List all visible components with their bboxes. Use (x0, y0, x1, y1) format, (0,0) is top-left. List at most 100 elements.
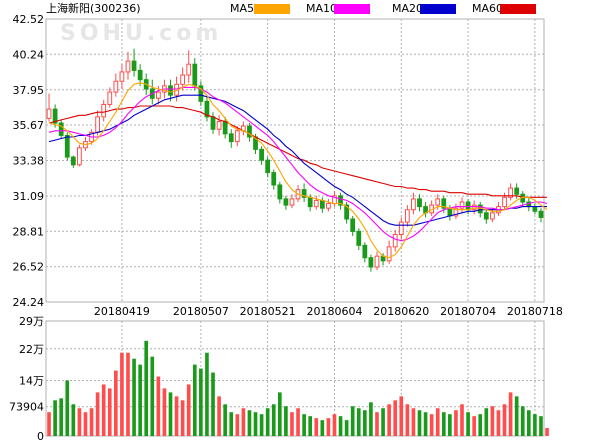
candle-down (259, 148, 264, 161)
volume-bar (363, 410, 367, 436)
volume-bar (417, 410, 422, 436)
candle-down (538, 210, 544, 218)
volume-bar (277, 392, 282, 436)
candle-down (514, 187, 520, 195)
volume-bar (174, 396, 179, 436)
volume-panel-frame (45, 320, 545, 437)
date-tick-label: 20180507 (173, 305, 229, 318)
candle-down (483, 212, 489, 220)
candle-down (247, 125, 252, 138)
volume-bar (375, 412, 379, 436)
volume-bar (259, 414, 264, 436)
chart-title: 上海新阳(300236) (46, 1, 141, 15)
moving-average-lines (48, 82, 548, 259)
candle-up (77, 147, 82, 166)
ma5-line (48, 82, 548, 259)
volume-bar (405, 404, 410, 436)
ma20-line (48, 94, 547, 226)
price-tick-label: 31.09 (13, 190, 45, 203)
price-tick-label: 26.52 (13, 261, 45, 274)
volume-bar (508, 392, 513, 436)
volume-bar (59, 398, 64, 436)
volume-bar (490, 406, 495, 436)
volume-tick-label: 29万 (19, 315, 44, 328)
candle-up (107, 91, 113, 105)
volume-bar (235, 414, 240, 436)
candlestick-series (46, 48, 544, 272)
legend: MA5 MA10 MA20 MA60 (230, 2, 536, 15)
volume-bar (381, 408, 385, 436)
volume-bar (514, 396, 519, 436)
candle-down (52, 108, 58, 124)
volume-bar (466, 412, 470, 436)
candle-down (283, 198, 289, 206)
candle-down (64, 134, 70, 158)
legend-swatch-ma60 (500, 4, 536, 14)
candle-down (277, 184, 283, 200)
volume-bar (205, 352, 209, 436)
volume-bar (533, 414, 537, 436)
volume-bar (83, 412, 88, 436)
candle-up (95, 116, 101, 133)
volume-bar (356, 408, 361, 436)
candle-up (398, 221, 404, 236)
candle-up (459, 201, 465, 209)
volume-bar (192, 364, 197, 436)
candle-up (411, 198, 416, 211)
volume-bar (107, 388, 112, 436)
volume-bar (53, 400, 57, 436)
price-axis: 42.52 40.24 37.95 35.67 33.38 31.09 28.81 26.52… (13, 13, 45, 309)
ma60-line (48, 105, 547, 198)
candle-up (125, 60, 131, 73)
volume-bar (247, 410, 252, 436)
volume-axis: 29万 22万 14万 73904 0 (9, 315, 44, 443)
volume-bar (95, 392, 100, 436)
price-tick-label: 33.38 (13, 155, 45, 168)
candle-up (326, 203, 331, 209)
candle-down (192, 63, 198, 87)
volume-bar (520, 406, 525, 436)
volume-bar (460, 404, 464, 436)
candle-up (119, 71, 125, 82)
candle-up (216, 120, 222, 130)
volume-bar (120, 352, 124, 436)
candle-up (186, 63, 192, 76)
candle-down (228, 133, 234, 143)
candle-up (502, 196, 507, 208)
volume-bar (47, 412, 51, 436)
volume-bar (326, 418, 331, 436)
volume-bar (478, 414, 483, 436)
candle-down (70, 156, 76, 166)
candle-down (137, 69, 143, 81)
candle-up (155, 91, 161, 99)
volume-bar (302, 414, 306, 436)
candle-down (301, 189, 307, 198)
volume-bar (162, 388, 167, 436)
volume-bar (211, 372, 215, 436)
volume-bar (338, 416, 343, 436)
date-tick-label: 20180704 (440, 305, 496, 318)
candle-up (234, 130, 240, 143)
volume-bar (435, 408, 440, 436)
volume-bar (186, 384, 191, 436)
date-axis: 20180419 20180507 20180521 20180604 20180620… (94, 305, 563, 318)
candle-down (344, 204, 350, 220)
candle-down (356, 230, 362, 246)
candle-down (307, 196, 313, 208)
candle-up (46, 108, 52, 119)
volume-bar (253, 412, 258, 436)
candle-down (417, 198, 422, 208)
volume-bar (296, 408, 300, 436)
volume-bar (441, 412, 446, 436)
volume-bar (314, 418, 319, 436)
volume-bar (290, 412, 294, 436)
volume-bar (350, 406, 355, 436)
volume-bar (448, 414, 452, 436)
candle-up (508, 187, 513, 198)
volume-bar (496, 410, 501, 436)
price-tick-label: 28.81 (13, 225, 45, 238)
volume-bar (71, 404, 76, 436)
candle-down (532, 206, 538, 212)
price-tick-label: 24.24 (13, 296, 45, 309)
volume-series (47, 340, 549, 436)
